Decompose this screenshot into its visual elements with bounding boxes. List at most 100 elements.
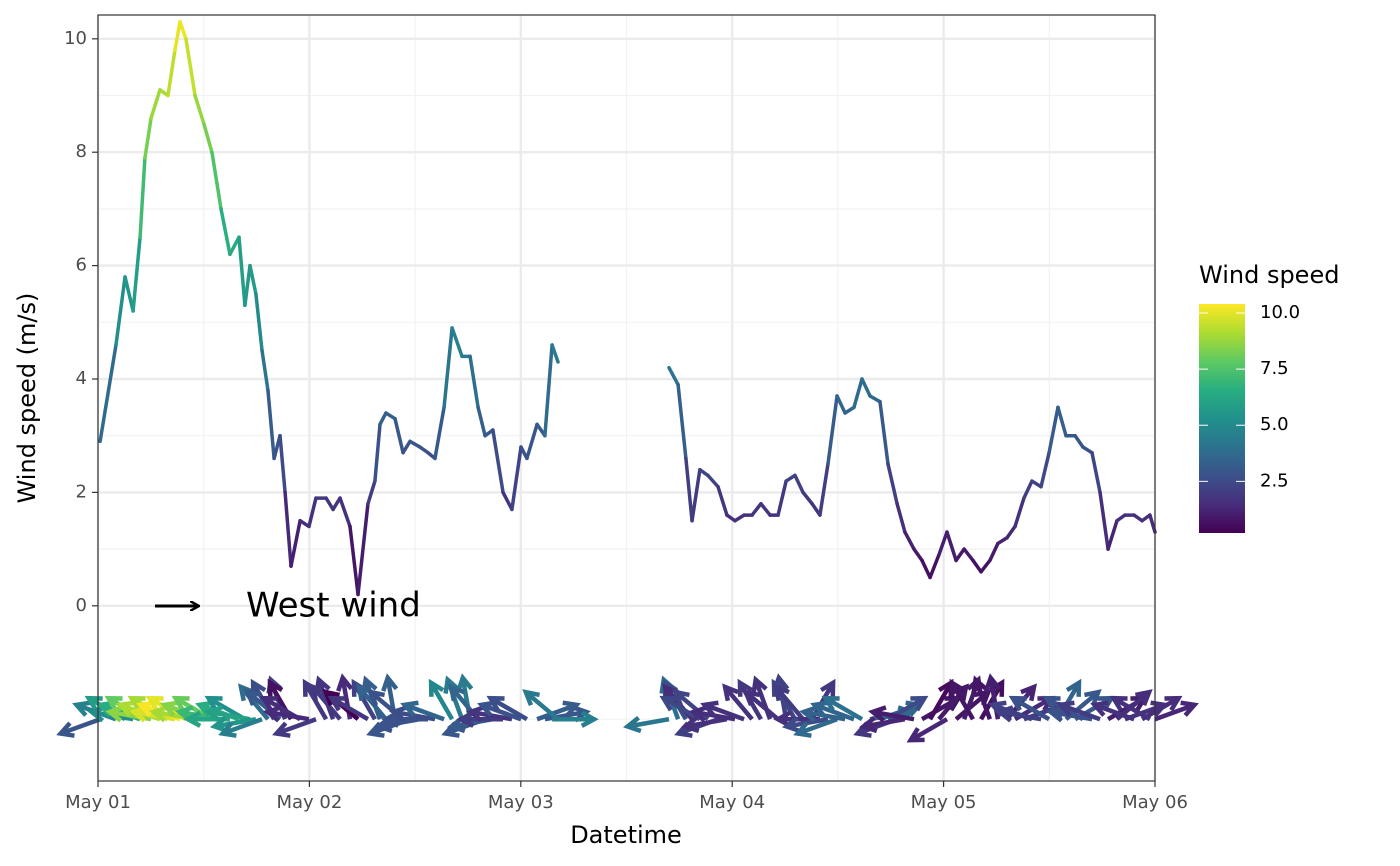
speed-line-segment bbox=[971, 558, 983, 574]
speed-line-segment bbox=[501, 490, 514, 512]
speed-line-segment bbox=[550, 343, 560, 364]
speed-line-segment bbox=[1039, 450, 1051, 489]
speed-line-segment bbox=[860, 377, 872, 398]
speed-line-segment bbox=[793, 473, 805, 495]
speed-line-segment bbox=[248, 263, 258, 296]
wind-arrow bbox=[858, 715, 906, 734]
speed-line-segment bbox=[442, 326, 454, 410]
speed-line-segment bbox=[684, 456, 694, 523]
speed-line-segment bbox=[243, 263, 252, 308]
wind-arrow bbox=[793, 717, 838, 738]
speed-line-segment bbox=[776, 479, 788, 517]
wind-arrow bbox=[272, 717, 317, 738]
speed-line-segment bbox=[283, 490, 293, 568]
legend-label: 2.5 bbox=[1260, 470, 1289, 491]
speed-line-segment bbox=[852, 377, 864, 410]
wind-arrow bbox=[1109, 695, 1152, 722]
wind-arrow bbox=[700, 700, 745, 722]
wind-arrow bbox=[773, 683, 805, 721]
speed-line-segment bbox=[886, 462, 899, 506]
speed-line-segment bbox=[228, 235, 241, 257]
wind-arrow bbox=[262, 705, 310, 723]
x-tick-label: May 02 bbox=[276, 792, 342, 813]
speed-line-segment bbox=[491, 428, 505, 495]
speed-line-segment bbox=[525, 422, 539, 461]
speed-line-segment bbox=[1005, 524, 1017, 540]
speed-line-segment bbox=[384, 411, 397, 421]
speed-line-segment bbox=[1081, 445, 1094, 455]
wind-arrow bbox=[868, 705, 915, 723]
x-tick-label: May 04 bbox=[699, 792, 765, 813]
speed-line-segment bbox=[510, 445, 523, 512]
wind-arrow bbox=[1090, 700, 1135, 722]
speed-line-segment bbox=[237, 235, 247, 308]
speed-line-segment bbox=[868, 394, 882, 404]
speed-line-segment bbox=[988, 541, 1000, 563]
speed-line-segment bbox=[1013, 496, 1026, 529]
wind-arrow bbox=[1154, 700, 1199, 722]
y-tick-label: 4 bbox=[76, 368, 87, 389]
speed-line-segment bbox=[667, 365, 680, 387]
speed-line-segment bbox=[178, 20, 188, 41]
speed-line-segment bbox=[114, 275, 127, 347]
speed-line-segment bbox=[266, 388, 276, 461]
speed-line-segment bbox=[903, 530, 916, 551]
wind-arrow bbox=[995, 705, 1042, 723]
speed-line-segment bbox=[895, 501, 907, 534]
wind-arrow bbox=[949, 678, 975, 721]
speed-line-segment bbox=[1022, 479, 1034, 500]
speed-line-segment bbox=[202, 122, 214, 154]
speed-line-segment bbox=[210, 150, 223, 211]
speed-line-segment bbox=[690, 467, 702, 523]
speed-line-segment bbox=[716, 484, 729, 517]
speed-line-segment bbox=[356, 501, 370, 597]
speed-line-segment bbox=[373, 422, 382, 483]
speed-line-segment bbox=[219, 207, 232, 257]
speed-line-segment bbox=[468, 354, 480, 410]
speed-line-segment bbox=[289, 519, 302, 568]
x-axis-title: Datetime bbox=[570, 821, 682, 849]
y-tick-label: 10 bbox=[64, 28, 87, 49]
y-axis-title: Wind speed (m/s) bbox=[13, 293, 41, 504]
plot-border bbox=[97, 14, 1156, 782]
speed-line-segment bbox=[98, 343, 118, 444]
speed-line-segment bbox=[979, 558, 992, 574]
speed-line-segment bbox=[254, 292, 264, 353]
speed-line-segment bbox=[401, 439, 412, 455]
speed-line-segment bbox=[450, 326, 464, 359]
speed-line-segment bbox=[750, 501, 763, 517]
wind-arrow bbox=[310, 683, 342, 721]
speed-line-segment bbox=[996, 536, 1009, 546]
wind-arrow bbox=[971, 675, 993, 720]
wind-arrow bbox=[465, 705, 513, 723]
wind-arrow bbox=[623, 715, 670, 734]
speed-line-segment bbox=[1098, 490, 1110, 551]
wind-arrow bbox=[428, 678, 455, 721]
wind-arrow bbox=[486, 695, 529, 722]
wind-arrow bbox=[1008, 695, 1051, 722]
wind-arrow bbox=[906, 717, 949, 743]
wind-arrow bbox=[477, 700, 522, 722]
speed-line-segment bbox=[937, 530, 949, 557]
wind-arrow bbox=[388, 705, 436, 723]
colorbar bbox=[1199, 304, 1245, 533]
speed-line-segment bbox=[1106, 519, 1119, 551]
wind-arrow bbox=[799, 705, 846, 723]
wind-arrow bbox=[821, 695, 864, 722]
y-tick-label: 8 bbox=[76, 141, 87, 162]
speed-line-segment bbox=[835, 394, 847, 415]
speed-line-segment bbox=[123, 275, 135, 313]
wind-arrow bbox=[810, 700, 855, 722]
speed-line-segment bbox=[759, 501, 772, 517]
speed-line-segment bbox=[138, 156, 147, 240]
speed-line-segment bbox=[878, 399, 890, 466]
speed-line-segment bbox=[278, 433, 287, 495]
wind-arrow bbox=[204, 705, 251, 723]
speed-line-segment bbox=[945, 530, 958, 563]
wind-arrow bbox=[1056, 700, 1101, 722]
legend-label: 7.5 bbox=[1260, 358, 1289, 379]
speed-line-segment bbox=[173, 20, 182, 52]
legend-label: 5.0 bbox=[1260, 414, 1289, 435]
speed-line-segment bbox=[962, 547, 975, 563]
